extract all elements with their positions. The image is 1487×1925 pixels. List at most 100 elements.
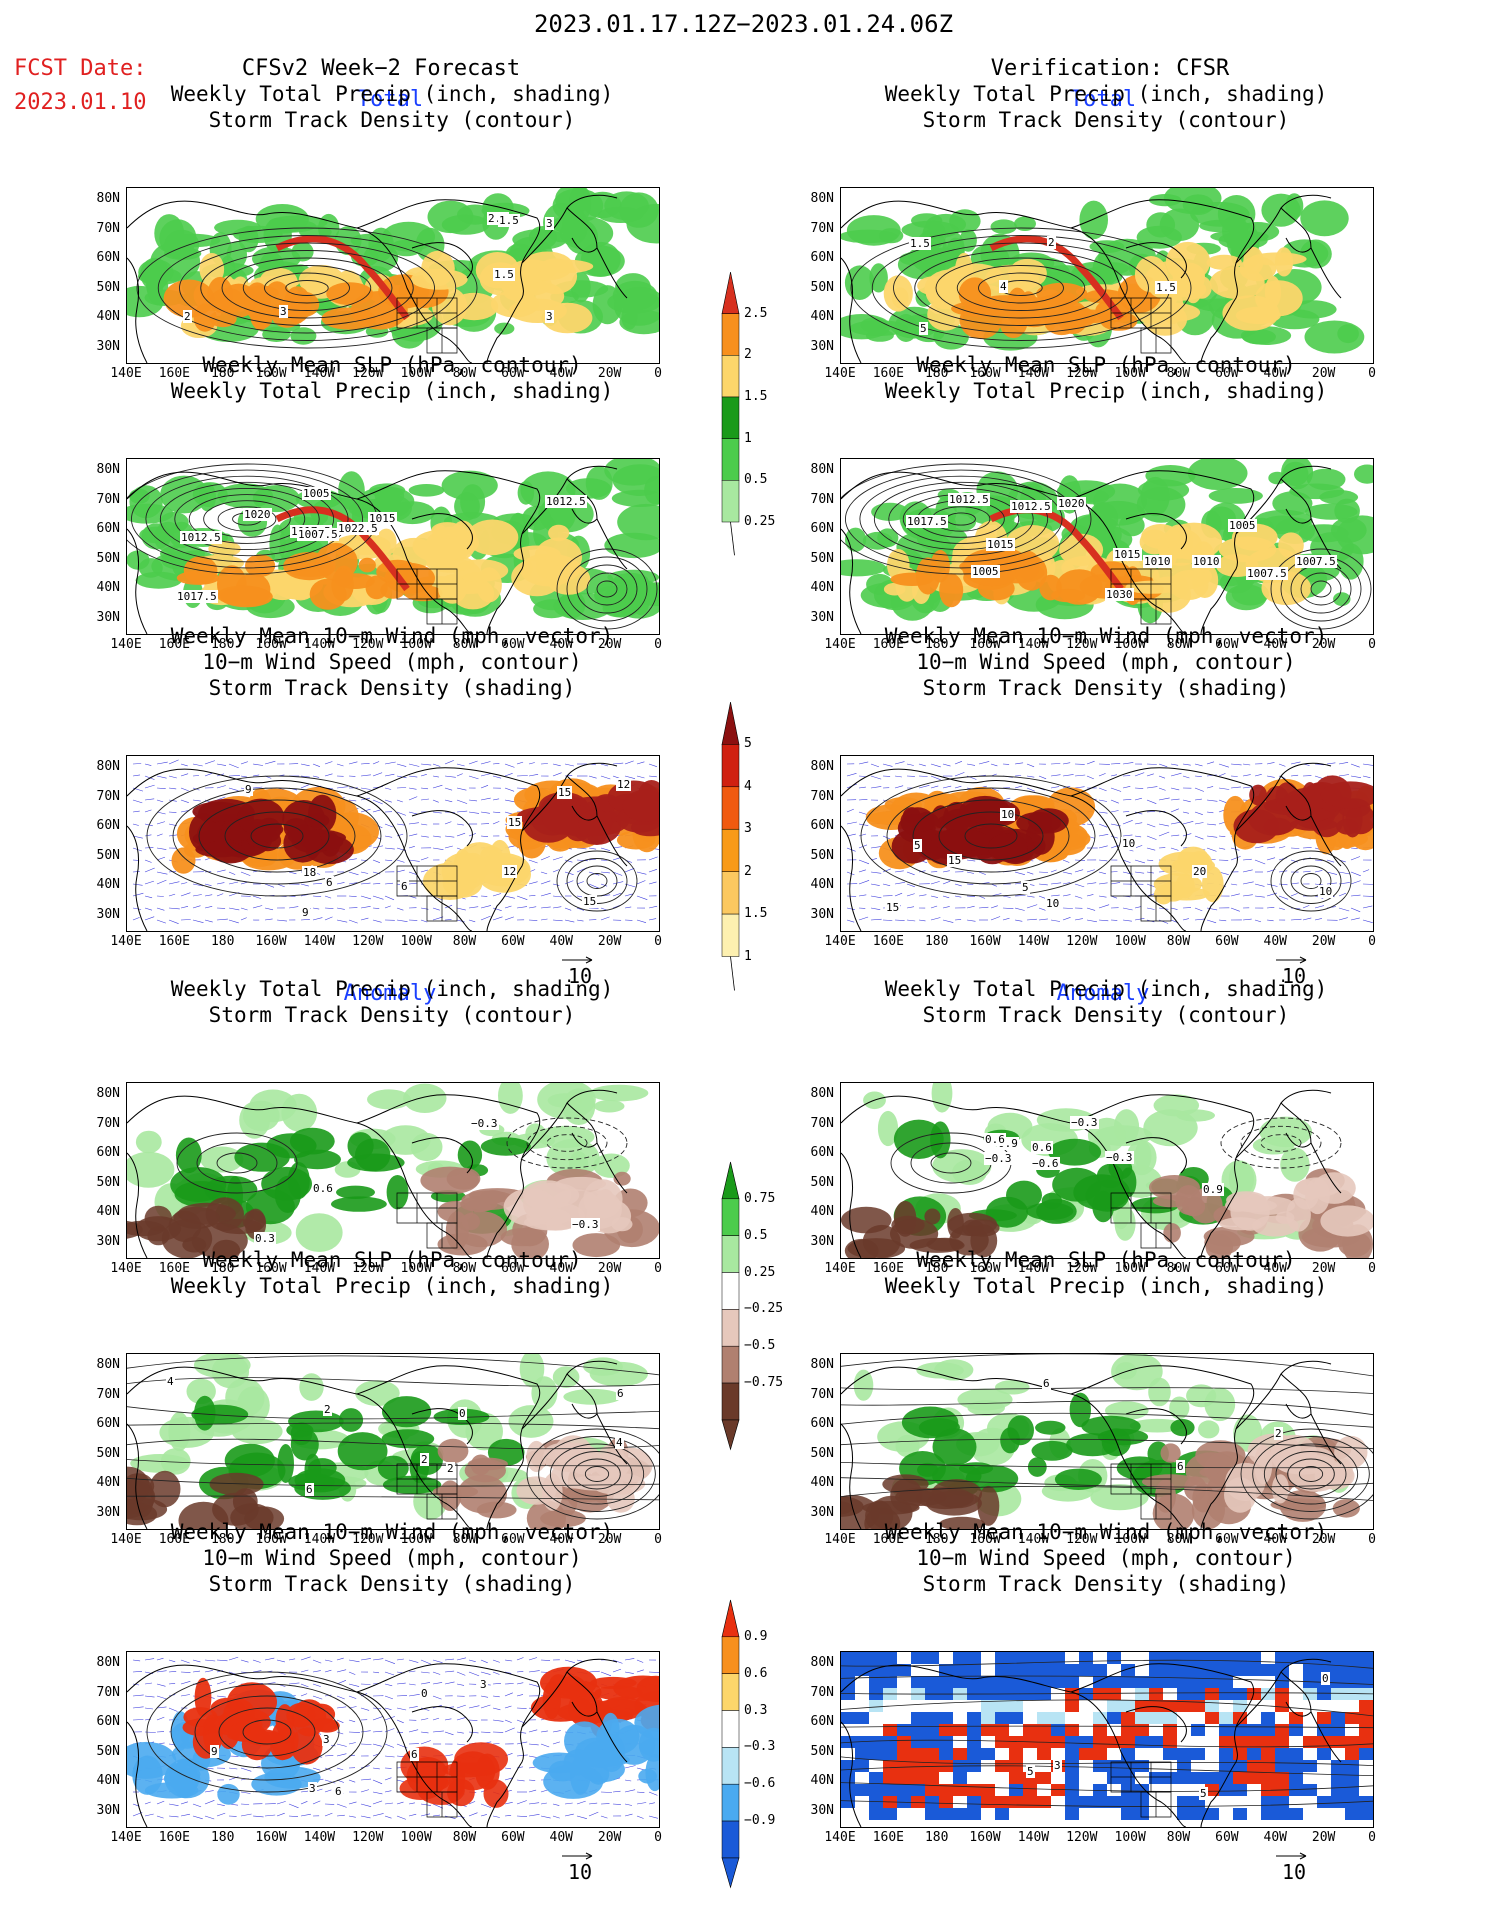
lat-tick-label: 70N [96, 1684, 120, 1700]
lat-tick-label: 40N [96, 1475, 120, 1490]
lon-tick-label: 100W [1114, 1532, 1146, 1547]
lon-tick-label: 80W [1166, 1830, 1191, 1845]
colorbar-label: 0.25 [744, 514, 776, 529]
contour-label: 10 [1318, 885, 1334, 898]
vector-ref-label: 10 [568, 964, 593, 988]
lon-tick-label: 160E [158, 637, 191, 652]
lon-tick-label: 180 [210, 637, 235, 652]
lat-tick-label: 70N [810, 1115, 834, 1131]
lon-tick-label: 140W [1017, 1830, 1050, 1845]
map-panel [126, 187, 660, 364]
lon-tick-label: 140W [303, 366, 336, 381]
lat-tick-label: 60N [810, 818, 834, 833]
contour-label: 9 [244, 783, 253, 796]
lat-tick-label: 30N [810, 1802, 834, 1818]
lon-tick-label: 20W [597, 934, 622, 949]
lon-tick-label: 0 [654, 1261, 662, 1276]
lon-tick-label: 160E [872, 1261, 905, 1276]
lon-tick-label: 160W [255, 934, 287, 949]
colorbar-label: −0.6 [744, 1776, 776, 1791]
contour-label: 1012.5 [1010, 500, 1052, 513]
map-panel [840, 187, 1374, 364]
panel-title-line: Weekly Mean 10−m Wind (mph, vector) [170, 1520, 614, 1544]
lat-tick-label: 60N [96, 1714, 120, 1729]
map-panel [840, 755, 1374, 932]
map-panel [840, 1082, 1374, 1259]
lon-tick-label: 80W [1166, 1532, 1191, 1547]
contour-label: 5 [919, 322, 928, 335]
lat-tick-label: 60N [810, 521, 834, 536]
contour-label: 10 [1045, 897, 1061, 910]
panel-title-line: Storm Track Density (contour) [208, 1003, 576, 1027]
colorbar-label: 2.5 [744, 306, 768, 321]
lon-tick-label: 120W [352, 1261, 384, 1276]
contour-label: 1010 [1143, 555, 1172, 568]
section-anomaly-right: Anomaly [1056, 981, 1150, 1006]
contour-label: 1015 [986, 538, 1015, 551]
contour-label: 1.5 [1155, 281, 1177, 294]
lon-tick-label: 180 [210, 1261, 235, 1276]
lon-tick-label: 140W [303, 1532, 336, 1547]
lon-tick-label: 100W [400, 1830, 432, 1845]
panel-title-line: Weekly Total Precip (inch, shading) [884, 82, 1328, 106]
contour-label: 9 [210, 1745, 219, 1758]
panel-title-line: Weekly Total Precip (inch, shading) [170, 1274, 614, 1298]
contour-label: 3 [545, 310, 554, 323]
lat-tick-label: 70N [810, 788, 834, 804]
lon-tick-label: 60W [501, 934, 525, 949]
contour-label: 0.3 [254, 1232, 276, 1245]
lon-tick-label: 160E [872, 934, 905, 949]
contour-label: 1012.5 [948, 493, 990, 506]
lon-tick-label: 180 [210, 1830, 235, 1845]
colorbar-label: 0.5 [744, 1228, 768, 1243]
lon-tick-label: 20W [597, 366, 622, 381]
contour-label: 2 [446, 1462, 455, 1475]
contour-label: 1012.5 [180, 531, 222, 544]
contour-label: 15 [947, 854, 963, 867]
lon-tick-label: 40W [1263, 366, 1287, 381]
lon-tick-label: 80W [452, 1261, 477, 1276]
lon-tick-label: 100W [400, 637, 432, 652]
lon-tick-label: 40W [1263, 1261, 1287, 1276]
colorbar-label: 0.5 [744, 472, 768, 487]
map-panel [126, 755, 660, 932]
lon-tick-label: 40W [549, 1830, 573, 1845]
lon-tick-label: 20W [1311, 637, 1336, 652]
contour-label: 1007.5 [297, 528, 339, 541]
lat-tick-label: 70N [810, 1684, 834, 1700]
colorbar-label: 2 [744, 347, 752, 362]
panel-title-line: Storm Track Density (contour) [208, 108, 576, 132]
contour-label: 1017.5 [176, 590, 218, 603]
lat-tick-label: 70N [810, 491, 834, 507]
contour-label: 2 [420, 1453, 429, 1466]
lon-tick-label: 180 [210, 1532, 235, 1547]
contour-label: 2 [323, 1403, 332, 1416]
lon-tick-label: 140E [824, 1532, 856, 1547]
colorbar-label: 1 [744, 949, 752, 964]
panel-title-line: Weekly Mean SLP (hPa, contour) [916, 353, 1296, 377]
lat-tick-label: 60N [96, 521, 120, 536]
lat-tick-label: 60N [810, 250, 834, 265]
lon-tick-label: 140E [824, 637, 856, 652]
lon-tick-label: 20W [1311, 1830, 1336, 1845]
contour-label: 6 [334, 1785, 343, 1798]
lon-tick-label: 140W [1017, 637, 1050, 652]
contour-label: 1017.5 [906, 515, 948, 528]
lon-tick-label: 100W [400, 1261, 432, 1276]
lon-tick-label: 160W [969, 1830, 1001, 1845]
lat-tick-label: 50N [96, 1445, 120, 1461]
lon-tick-label: 180 [924, 366, 949, 381]
contour-label: 5 [1199, 1787, 1208, 1800]
lat-tick-label: 50N [810, 1174, 834, 1190]
lon-tick-label: 60W [1215, 1830, 1239, 1845]
lon-tick-label: 140E [110, 1532, 142, 1547]
colorbar-anom-precip [720, 1160, 760, 1464]
colorbar-label: 0.6 [744, 1666, 768, 1681]
lat-tick-label: 50N [810, 279, 834, 295]
contour-label: 0 [1321, 1672, 1330, 1685]
panel-title-line: Weekly Mean SLP (hPa, contour) [202, 1248, 582, 1272]
lon-tick-label: 100W [1114, 934, 1146, 949]
contour-label: 4 [615, 1436, 624, 1449]
contour-label: 3 [1053, 1759, 1062, 1772]
contour-label: 6 [616, 1387, 625, 1400]
